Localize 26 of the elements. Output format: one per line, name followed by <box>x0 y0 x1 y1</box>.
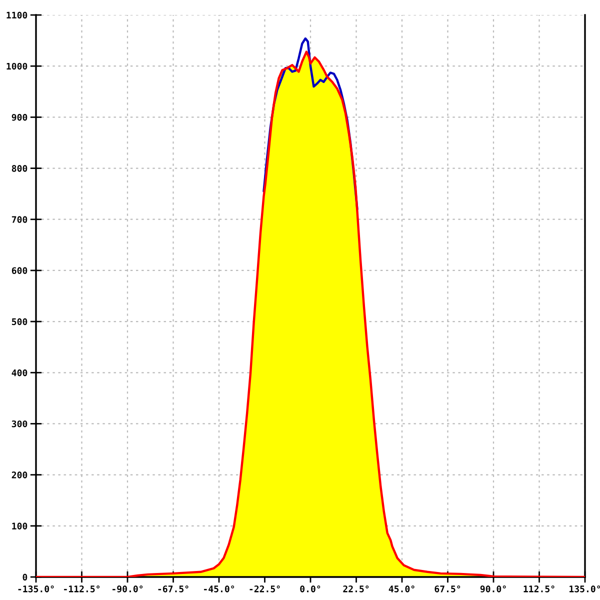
y-tick-label: 800 <box>12 165 28 172</box>
x-tick-label: 112.5° <box>524 585 554 592</box>
y-tick-label: 500 <box>12 318 28 326</box>
x-tick-label: -135.0° <box>18 585 54 592</box>
x-tick-label: -112.5° <box>64 585 100 592</box>
y-tick-label: 1000 <box>6 62 28 70</box>
y-tick-label: 0 <box>22 574 28 581</box>
x-tick-label: -45.0° <box>204 585 234 592</box>
x-tick-label: 135.0° <box>570 585 600 592</box>
line-series <box>262 37 358 210</box>
y-tick-label: 400 <box>12 369 28 376</box>
y-tick-label: 600 <box>12 267 28 274</box>
y-tick-label: 700 <box>12 216 28 223</box>
y-tick-label: 100 <box>12 522 28 530</box>
y-tick-label: 900 <box>12 114 28 121</box>
x-tick-label: -67.5° <box>158 585 188 592</box>
x-tick-label: -90.0° <box>112 585 143 592</box>
x-tick-label: 22.5° <box>343 585 369 592</box>
y-tick-label: 200 <box>12 472 28 478</box>
x-tick-label: 90.0° <box>480 585 506 592</box>
x-tick-label: 45.0° <box>388 585 414 592</box>
x-tick-label: 67.5° <box>434 585 460 592</box>
x-tick-label: 0.0° <box>300 585 320 592</box>
y-tick-label: 1100 <box>6 12 28 19</box>
x-tick-label: -22.5° <box>250 585 280 592</box>
y-tick-label: 300 <box>12 420 28 428</box>
